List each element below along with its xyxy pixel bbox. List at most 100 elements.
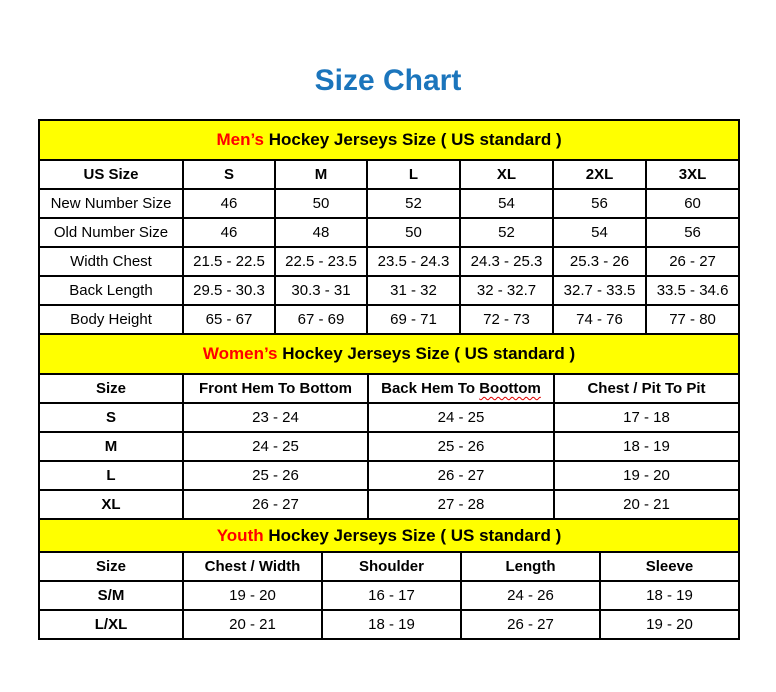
row-label: S: [38, 402, 184, 433]
table-cell: 32 - 32.7: [459, 275, 554, 306]
table-cell: 24 - 25: [367, 402, 555, 433]
table-cell: 16 - 17: [321, 580, 462, 611]
table-cell: 65 - 67: [182, 304, 276, 335]
column-header: Size: [38, 551, 184, 582]
womens-banner: Women’s Hockey Jerseys Size ( US standar…: [37, 333, 741, 375]
table-cell: 60: [644, 188, 741, 219]
column-header: XL: [459, 159, 554, 190]
table-cell: 54: [459, 188, 554, 219]
womens-header-row: Size Front Hem To Bottom Back Hem To Boo…: [38, 373, 741, 404]
table-cell: 52: [459, 217, 554, 248]
column-header: Size: [38, 373, 184, 404]
table-row: M 24 - 25 25 - 26 18 - 19: [38, 431, 741, 462]
youth-size-table: Youth Hockey Jerseys Size ( US standard …: [38, 518, 740, 640]
column-header: Length: [460, 551, 601, 582]
row-label: Width Chest: [38, 246, 184, 277]
table-cell: 25.3 - 26: [552, 246, 647, 277]
column-header: US Size: [38, 159, 184, 190]
table-row: Body Height 65 - 67 67 - 69 69 - 71 72 -…: [38, 304, 741, 335]
row-label: Back Length: [38, 275, 184, 306]
column-header: Front Hem To Bottom: [182, 373, 369, 404]
table-row: L 25 - 26 26 - 27 19 - 20: [38, 460, 741, 491]
table-cell: 46: [182, 217, 276, 248]
table-row: New Number Size 46 50 52 54 56 60: [38, 188, 741, 219]
row-label: Old Number Size: [38, 217, 184, 248]
table-cell: 52: [366, 188, 461, 219]
womens-banner-accent: Women’s: [202, 344, 278, 363]
table-cell: 56: [552, 188, 647, 219]
youth-banner-accent: Youth: [216, 525, 264, 545]
row-label: L: [38, 460, 184, 491]
row-label: L/XL: [38, 609, 184, 640]
table-cell: 26 - 27: [367, 460, 555, 491]
mens-banner-row: Men’s Hockey Jerseys Size ( US standard …: [37, 119, 741, 161]
column-header: S: [182, 159, 276, 190]
table-cell: 18 - 19: [599, 580, 740, 611]
table-cell: 30.3 - 31: [274, 275, 368, 306]
womens-banner-row: Women’s Hockey Jerseys Size ( US standar…: [37, 333, 741, 375]
column-header: M: [274, 159, 368, 190]
table-row: XL 26 - 27 27 - 28 20 - 21: [38, 489, 741, 520]
table-cell: 74 - 76: [552, 304, 647, 335]
column-header: 2XL: [552, 159, 647, 190]
table-cell: 20 - 21: [552, 489, 741, 520]
table-cell: 56: [644, 217, 741, 248]
table-cell: 24 - 25: [182, 431, 369, 462]
table-cell: 46: [182, 188, 276, 219]
column-header: Chest / Pit To Pit: [552, 373, 741, 404]
table-cell: 26 - 27: [182, 489, 369, 520]
table-cell: 77 - 80: [644, 304, 741, 335]
column-header: 3XL: [644, 159, 741, 190]
table-cell: 25 - 26: [182, 460, 369, 491]
column-header-back-hem: Back Hem To Boottom: [367, 373, 555, 404]
table-cell: 50: [274, 188, 368, 219]
table-cell: 24 - 26: [460, 580, 601, 611]
mens-size-table: Men’s Hockey Jerseys Size ( US standard …: [37, 119, 741, 335]
table-row: Back Length 29.5 - 30.3 30.3 - 31 31 - 3…: [38, 275, 741, 306]
table-cell: 69 - 71: [366, 304, 461, 335]
table-cell: 33.5 - 34.6: [644, 275, 741, 306]
mens-banner: Men’s Hockey Jerseys Size ( US standard …: [37, 119, 741, 161]
table-cell: 48: [274, 217, 368, 248]
row-label: New Number Size: [38, 188, 184, 219]
table-cell: 18 - 19: [321, 609, 462, 640]
womens-size-table: Women’s Hockey Jerseys Size ( US standar…: [37, 333, 741, 520]
table-row: L/XL 20 - 21 18 - 19 26 - 27 19 - 20: [38, 609, 740, 640]
table-cell: 54: [552, 217, 647, 248]
column-header: L: [366, 159, 461, 190]
row-label: Body Height: [38, 304, 184, 335]
table-cell: 19 - 20: [599, 609, 740, 640]
table-cell: 24.3 - 25.3: [459, 246, 554, 277]
row-label: M: [38, 431, 184, 462]
table-cell: 72 - 73: [459, 304, 554, 335]
table-row: Width Chest 21.5 - 22.5 22.5 - 23.5 23.5…: [38, 246, 741, 277]
table-cell: 50: [366, 217, 461, 248]
column-header: Chest / Width: [182, 551, 323, 582]
table-cell: 22.5 - 23.5: [274, 246, 368, 277]
table-cell: 29.5 - 30.3: [182, 275, 276, 306]
youth-banner-row: Youth Hockey Jerseys Size ( US standard …: [38, 518, 740, 553]
table-cell: 26 - 27: [644, 246, 741, 277]
table-cell: 31 - 32: [366, 275, 461, 306]
table-cell: 32.7 - 33.5: [552, 275, 647, 306]
table-cell: 67 - 69: [274, 304, 368, 335]
womens-banner-text: Hockey Jerseys Size ( US standard ): [277, 344, 576, 363]
table-cell: 17 - 18: [552, 402, 741, 433]
youth-banner-text: Hockey Jerseys Size ( US standard ): [263, 525, 562, 545]
table-cell: 18 - 19: [552, 431, 741, 462]
mens-banner-text: Hockey Jerseys Size ( US standard ): [264, 130, 562, 149]
table-cell: 25 - 26: [367, 431, 555, 462]
back-hem-misspelled-word: Boottom: [479, 380, 541, 397]
table-row: S/M 19 - 20 16 - 17 24 - 26 18 - 19: [38, 580, 740, 611]
table-cell: 20 - 21: [182, 609, 323, 640]
column-header: Sleeve: [599, 551, 740, 582]
youth-banner: Youth Hockey Jerseys Size ( US standard …: [38, 518, 740, 553]
table-cell: 23.5 - 24.3: [366, 246, 461, 277]
table-cell: 23 - 24: [182, 402, 369, 433]
page-title: Size Chart: [314, 64, 462, 97]
table-cell: 26 - 27: [460, 609, 601, 640]
table-row: S 23 - 24 24 - 25 17 - 18: [38, 402, 741, 433]
size-chart: Men’s Hockey Jerseys Size ( US standard …: [37, 119, 741, 640]
table-cell: 21.5 - 22.5: [182, 246, 276, 277]
column-header: Shoulder: [321, 551, 462, 582]
